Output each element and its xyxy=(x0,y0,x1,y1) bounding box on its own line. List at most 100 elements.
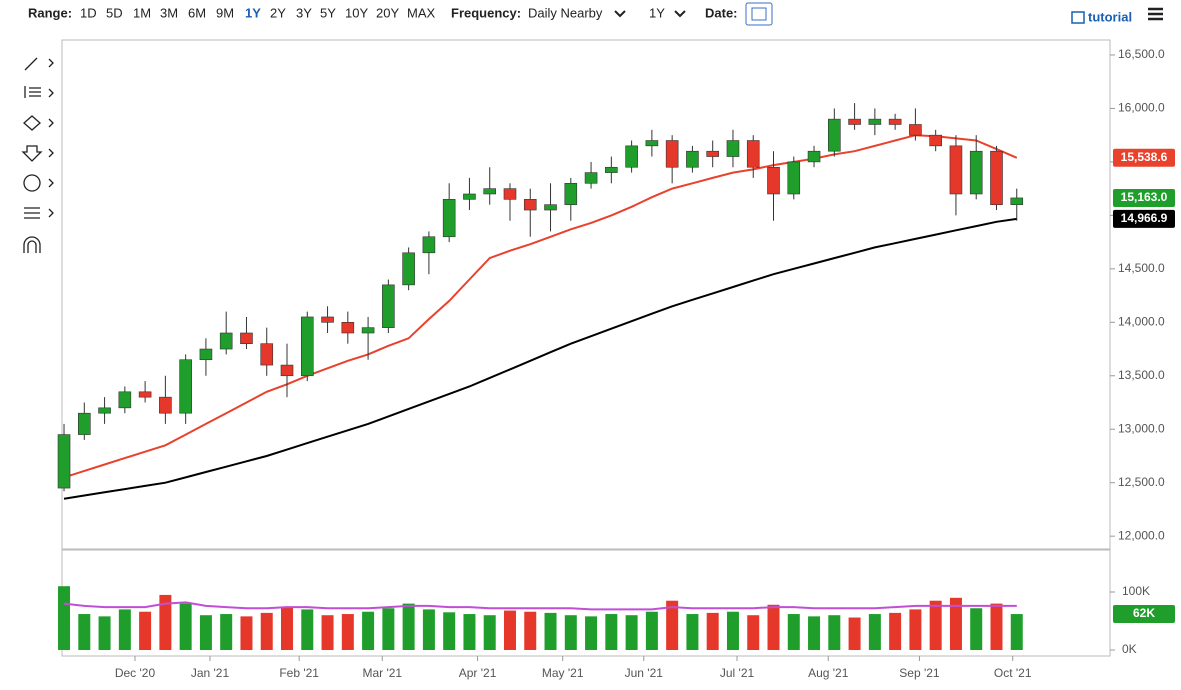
chevron[interactable] xyxy=(674,10,686,18)
volume-bar xyxy=(281,606,294,650)
volume-bar xyxy=(564,615,577,650)
candle-body xyxy=(280,364,294,377)
candle-body xyxy=(57,434,71,489)
range-button[interactable]: 5Y xyxy=(320,5,336,20)
candle-body xyxy=(645,140,659,147)
tool-arrow[interactable] xyxy=(21,145,54,162)
x-tick-label: Oct '21 xyxy=(994,666,1032,680)
date-label: Date: xyxy=(705,5,738,20)
volume-bar xyxy=(990,603,1003,650)
volume-bar xyxy=(443,612,456,650)
candle-body xyxy=(118,391,132,409)
volume-bar xyxy=(58,586,71,650)
calendar-button[interactable] xyxy=(745,2,773,26)
range-button[interactable]: 1Y xyxy=(245,5,261,20)
candle-body xyxy=(463,193,476,200)
candle-body xyxy=(361,327,375,334)
candle-body xyxy=(969,150,983,195)
volume-average xyxy=(63,601,1017,611)
y-tick-label: 12,000.0 xyxy=(1118,528,1165,542)
volume-bar xyxy=(666,600,679,650)
volume-bar xyxy=(199,615,212,650)
candle-body xyxy=(341,322,355,334)
range-button[interactable]: 6M xyxy=(188,5,206,20)
volume-bar xyxy=(686,614,699,650)
period-select[interactable]: 1Y xyxy=(649,5,665,20)
range-label: Range: xyxy=(28,5,72,20)
tool-line[interactable] xyxy=(24,57,54,71)
y-tick-label: 0K xyxy=(1122,642,1137,656)
menu-button[interactable] xyxy=(1148,7,1163,21)
chevron[interactable] xyxy=(614,10,626,18)
range-button[interactable]: 3M xyxy=(160,5,178,20)
tutorial-link[interactable]: tutorial xyxy=(1088,9,1132,24)
candle-body xyxy=(179,359,192,414)
volume-bar xyxy=(382,608,395,650)
candle-body xyxy=(746,140,760,168)
volume-bar xyxy=(787,614,800,650)
candle-body xyxy=(868,118,882,125)
range-button[interactable]: 10Y xyxy=(345,5,368,20)
y-tick-label: 14,500.0 xyxy=(1118,261,1165,275)
x-tick-label: Sep '21 xyxy=(899,666,940,680)
candle-body xyxy=(929,134,942,147)
volume-bar xyxy=(463,614,476,650)
candle-body xyxy=(848,118,861,125)
candle-body xyxy=(544,204,557,211)
range-button[interactable]: 9M xyxy=(216,5,234,20)
tool-measure[interactable] xyxy=(24,207,54,219)
x-tick-label: Feb '21 xyxy=(279,666,319,680)
candle-body xyxy=(523,199,537,211)
candle-body xyxy=(159,396,172,414)
y-tick-label: 13,000.0 xyxy=(1118,421,1165,435)
volume-bar xyxy=(118,609,131,650)
price-badge xyxy=(1113,148,1175,167)
tool-shape[interactable] xyxy=(23,115,54,131)
volume-bar xyxy=(747,615,760,650)
candle-body xyxy=(442,199,456,238)
tutorial-icon xyxy=(1071,11,1085,24)
range-button[interactable]: 20Y xyxy=(376,5,399,20)
range-button[interactable]: 1D xyxy=(80,5,97,20)
candle-body xyxy=(240,332,253,344)
tool-magnet[interactable] xyxy=(23,236,41,253)
volume-bar xyxy=(544,612,557,650)
volume-bar xyxy=(179,603,192,650)
price-badge xyxy=(1113,605,1175,624)
drawing-tools xyxy=(21,57,54,253)
candle-body xyxy=(321,316,334,323)
volume-bar xyxy=(240,616,253,650)
volume-bar xyxy=(767,604,780,650)
x-tick-label: Jul '21 xyxy=(720,666,755,680)
volume-bar xyxy=(848,617,861,650)
toolbar: Range: Frequency: Daily Nearby 1Y Date: … xyxy=(28,2,1163,26)
y-tick-label: 16,000.0 xyxy=(1118,101,1165,115)
range-button[interactable]: MAX xyxy=(407,5,436,20)
y-tick-label: 14,000.0 xyxy=(1118,314,1165,328)
volume-bar xyxy=(159,594,172,650)
candle-body xyxy=(605,166,618,173)
range-button[interactable]: 1M xyxy=(133,5,151,20)
volume-bar xyxy=(402,603,415,650)
volume-bar xyxy=(868,614,881,650)
tool-fib[interactable] xyxy=(24,86,54,98)
x-tick-label: Aug '21 xyxy=(808,666,849,680)
range-button[interactable]: 2Y xyxy=(270,5,286,20)
volume-bar xyxy=(98,616,111,650)
candle-body xyxy=(422,236,436,254)
candle-body xyxy=(949,145,963,195)
price-panel xyxy=(61,39,1111,550)
candle-body xyxy=(219,332,233,350)
candle-body xyxy=(787,161,801,195)
price-badge-label: 14,966.9 xyxy=(1121,211,1168,225)
moving-average xyxy=(63,217,1017,500)
candle-body xyxy=(77,412,91,435)
candle-body xyxy=(909,124,922,136)
range-button[interactable]: 3Y xyxy=(296,5,312,20)
range-button[interactable]: 5D xyxy=(106,5,123,20)
volume-bar xyxy=(1010,614,1023,650)
tool-annotation[interactable] xyxy=(23,174,41,192)
candle-body xyxy=(1010,197,1024,205)
volume-bar xyxy=(605,614,618,650)
frequency-select[interactable]: Daily Nearby xyxy=(528,5,603,20)
